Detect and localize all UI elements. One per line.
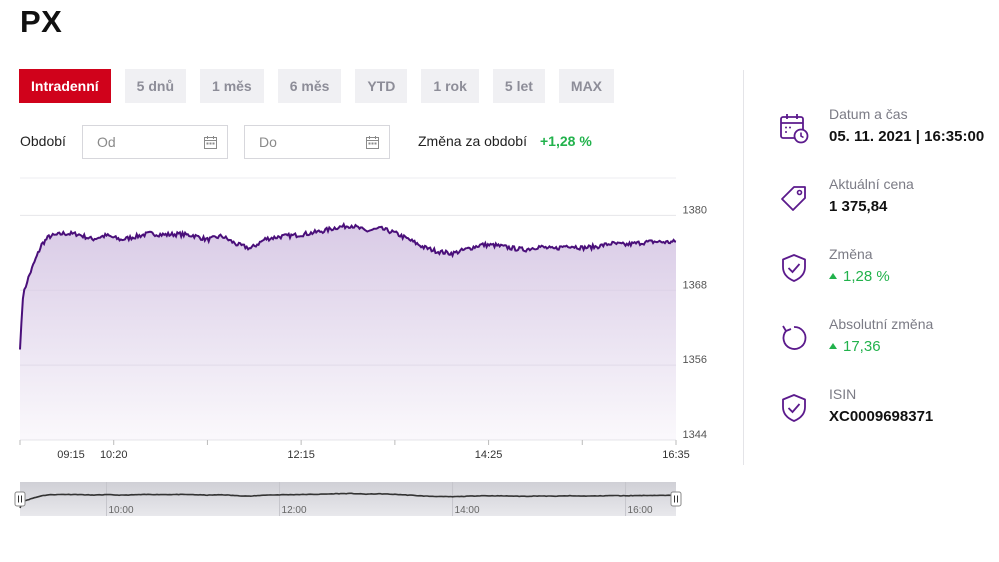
- navigator[interactable]: 10:00 12:00 14:00 16:00: [14, 482, 682, 516]
- x-tick-label: 10:20: [100, 449, 128, 461]
- navigator-tick-label: 16:00: [628, 505, 653, 516]
- range-button-max[interactable]: MAX: [558, 69, 615, 103]
- abs-change-value: 17,36: [829, 338, 881, 355]
- y-tick-label: 1344: [683, 429, 707, 441]
- abs-change-label: Absolutní změna: [829, 316, 934, 332]
- datetime-label: Datum a čas: [829, 106, 908, 122]
- period-label: Období: [20, 133, 66, 149]
- y-tick-label: 1380: [683, 204, 707, 216]
- up-arrow-icon: [829, 273, 837, 279]
- isin-value: XC0009698371: [829, 408, 934, 425]
- range-button-5-years[interactable]: 5 let: [492, 69, 545, 103]
- navigator-tick-label: 10:00: [109, 505, 134, 516]
- period-change-value: +1,28 %: [540, 133, 592, 149]
- range-button-1-month[interactable]: 1 měs: [200, 69, 264, 103]
- info-price: Aktuální cena 1 375,84: [778, 176, 999, 226]
- x-axis-labels: 09:15 10:20 12:15 14:25 16:35: [19, 440, 690, 461]
- price-line: [19, 221, 677, 350]
- navigator-handle-right[interactable]: [670, 491, 682, 507]
- range-button-1-year[interactable]: 1 rok: [421, 69, 479, 103]
- price-label: Aktuální cena: [829, 176, 914, 192]
- price-chart[interactable]: 1344 1356 1368 1380 09:15 10:20 12:15 14:25 16:…: [0, 170, 740, 530]
- price-value: 1 375,84: [829, 198, 888, 215]
- range-button-intraday[interactable]: Intradenní: [19, 69, 111, 103]
- info-isin: ISIN XC0009698371: [778, 386, 999, 436]
- page-title: PX: [20, 4, 63, 39]
- info-abs-change: Absolutní změna 17,36: [778, 316, 999, 366]
- shield-check-icon: [782, 394, 806, 422]
- refresh-icon: [782, 325, 807, 350]
- x-tick-label: 12:15: [287, 449, 315, 461]
- x-tick-label: 14:25: [475, 449, 503, 461]
- y-tick-label: 1356: [683, 354, 707, 366]
- date-from-field[interactable]: [82, 125, 228, 159]
- range-selector: Intradenní 5 dnů 1 měs 6 měs YTD 1 rok 5…: [19, 69, 615, 103]
- navigator-line: [19, 492, 677, 509]
- navigator-tick-label: 12:00: [282, 505, 307, 516]
- up-arrow-icon: [829, 343, 837, 349]
- navigator-handle-grip: [670, 491, 682, 507]
- change-value-text: 1,28 %: [843, 268, 890, 285]
- shield-check-icon: [782, 254, 806, 282]
- range-button-ytd[interactable]: YTD: [355, 69, 408, 103]
- date-from-input[interactable]: [97, 134, 197, 150]
- navigator-background: [20, 482, 676, 516]
- calendar-icon[interactable]: [204, 136, 217, 149]
- x-tick-label: 16:35: [662, 449, 690, 461]
- info-change: Změna 1,28 %: [778, 246, 999, 296]
- period-change-label: Změna za období: [418, 133, 527, 149]
- isin-label: ISIN: [829, 386, 857, 402]
- price-tag-icon: [781, 186, 806, 211]
- calendar-icon[interactable]: [366, 136, 379, 149]
- date-to-field[interactable]: [244, 125, 390, 159]
- y-axis-labels: 1344 1356 1368 1380: [683, 204, 707, 441]
- price-area: [20, 224, 676, 440]
- navigator-handle-grip: [14, 491, 26, 507]
- range-button-6-months[interactable]: 6 měs: [277, 69, 342, 103]
- y-tick-label: 1368: [683, 279, 707, 291]
- range-button-5-days[interactable]: 5 dnů: [124, 69, 187, 103]
- change-value: 1,28 %: [829, 268, 890, 285]
- navigator-tick-label: 14:00: [455, 505, 480, 516]
- x-tick-label: 09:15: [57, 449, 85, 461]
- change-label: Změna: [829, 246, 873, 262]
- calendar-clock-icon: [780, 114, 809, 144]
- datetime-value: 05. 11. 2021 | 16:35:00: [829, 128, 985, 145]
- abs-change-value-text: 17,36: [843, 338, 881, 355]
- navigator-handle-left[interactable]: [14, 491, 26, 507]
- date-to-input[interactable]: [259, 134, 359, 150]
- info-datetime: Datum a čas 05. 11. 2021 | 16:35:00: [778, 106, 999, 156]
- panel-divider: [743, 70, 744, 465]
